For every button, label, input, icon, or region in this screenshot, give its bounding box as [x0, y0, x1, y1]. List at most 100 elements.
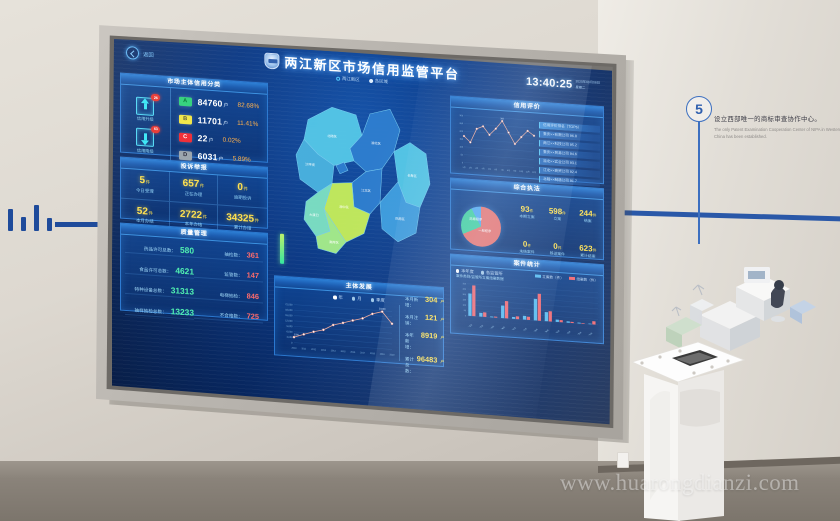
svg-text:15,000: 15,000: [285, 314, 293, 318]
legend-dot-icon: [368, 78, 373, 84]
svg-text:5月: 5月: [488, 167, 491, 171]
quality-value: 580: [180, 244, 194, 256]
police-emblem-icon: [264, 52, 280, 70]
quality-right-column: 抽检数： 361 监管数： 147 电梯抽检： 846 不合格数： 725: [194, 242, 263, 329]
callout-stem: [698, 122, 700, 244]
complaints-panel: 投诉举报 5件 今日受理 657件 正在办理 0件 逾期投诉 52件 本月办结 2722件 本年办…: [120, 156, 268, 236]
back-button-label: 返回: [143, 51, 154, 59]
enforcement-unit: 件: [527, 243, 532, 249]
quality-panel: 质量管理 药品许可总数： 580 食品许可总数： 4621 特种设备总数： 31313 抽样…: [120, 222, 268, 324]
map-legend-item-1[interactable]: 各区域: [368, 78, 388, 85]
clock-date: 2020年09月08日 星期二: [575, 79, 600, 93]
enforcement-cell: 598件 立案: [542, 196, 572, 233]
credit-grade-badge: C: [178, 132, 192, 143]
svg-text:250: 250: [460, 123, 464, 125]
svg-text:300: 300: [460, 115, 464, 117]
quality-row: 监管数： 147: [194, 266, 263, 283]
svg-text:0: 0: [291, 341, 293, 344]
svg-text:0: 0: [465, 315, 467, 317]
complaint-value-wrap: 5件: [140, 175, 151, 187]
complaint-value-wrap: 34325件: [226, 212, 259, 225]
svg-text:6,000: 6,000: [287, 330, 294, 333]
svg-text:2012: 2012: [311, 349, 317, 351]
map-scale-bar: [280, 233, 284, 264]
enforcement-label: 移送案件: [549, 251, 565, 257]
quality-row: 不合格数： 725: [194, 307, 263, 324]
quality-left-column: 药品许可总数： 580 食品许可总数： 4621 特种设备总数： 31313 抽样抽检总数：…: [125, 237, 194, 324]
wall-callout: 5 设立西部唯一的商标审查协作中心。 The only Patent Exami…: [686, 96, 840, 244]
development-stat-unit: 户: [440, 298, 445, 304]
quality-label: 监管数：: [224, 272, 243, 279]
clock-date-line2: 星期二: [575, 85, 586, 90]
development-stat-value: 121: [425, 312, 438, 323]
svg-text:21500: 21500: [379, 307, 386, 311]
development-stat-row: 本月注销： 121 户: [405, 311, 444, 329]
back-arrow-icon[interactable]: [126, 45, 139, 60]
enforcement-unit: 件: [529, 209, 534, 214]
district-map-svg[interactable]: 北碚区 渝北区 长寿区 巴南区 江北区 沙坪坝 渝中区 大渡口 南岸区: [274, 81, 444, 283]
pie-slice-label: 一般程序: [478, 228, 492, 234]
credit-grade-percent: 0.02%: [222, 136, 241, 145]
wall-bar-decoration: [8, 205, 60, 231]
quality-row: 特种设备总数： 31313: [125, 282, 194, 299]
development-stat-label: 累计总数：: [405, 355, 414, 374]
quality-label: 药品许可总数：: [143, 246, 177, 254]
credit-change-icons: 26 信用升级 63 信用降级: [121, 84, 171, 167]
quality-value: 4621: [175, 265, 194, 277]
map-label-dadukou: 大渡口: [309, 212, 319, 218]
svg-text:价格类: 价格类: [532, 327, 539, 334]
svg-text:6月: 6月: [494, 167, 497, 171]
map-label-yuzhong: 渝中区: [339, 204, 349, 210]
quality-row: 电梯抽检： 846: [194, 287, 263, 304]
complaint-cell: 657件 正在办理: [169, 172, 219, 206]
enforcement-value-wrap: 0件: [523, 240, 531, 250]
svg-text:150: 150: [463, 299, 467, 301]
development-body: 年月季度 0 3,000 6,000 9,000 12,000 15,000 18,000 2…: [275, 287, 445, 373]
development-stats: 本月新增： 304 户本月注销： 121 户本年新增： 8919 户累计总数： 96483 户: [399, 294, 445, 373]
quality-value: 846: [246, 291, 259, 301]
back-button[interactable]: 返回: [126, 45, 154, 61]
svg-text:9月: 9月: [513, 168, 516, 172]
quality-label: 特种设备总数：: [134, 286, 167, 295]
svg-text:150: 150: [460, 139, 464, 141]
development-stat-row: 本年新增： 8919 户: [405, 329, 444, 353]
credit-grade-unit: 户: [223, 120, 229, 128]
legend-swatch: [568, 276, 575, 281]
credit-rating-list[interactable]: 信用评价排名（TOP6） 重庆××有限公司 96.8 两江××科技公司 95.2 重庆…: [536, 113, 603, 194]
map-legend-item-0[interactable]: 两江新区: [336, 76, 360, 84]
credit-grade-badge: D: [178, 150, 192, 161]
credit-grade-percent: 11.41%: [237, 119, 259, 128]
svg-text:100: 100: [460, 146, 464, 148]
toggle-dot-icon: [370, 298, 375, 302]
credit-downgrade-icon-group[interactable]: 63 信用降级: [136, 125, 161, 155]
district-map[interactable]: 北碚区 渝北区 长寿区 巴南区 江北区 沙坪坝 渝中区 大渡口 南岸区: [274, 81, 444, 283]
development-stat-row: 本月新增： 304 户: [405, 293, 444, 311]
enforcement-panel: 综合执法 一般程序 简易程序 93件 本期立案 598件 立案 244件 结案 0件 未结案件 0…: [450, 177, 604, 261]
complaint-value: 2722: [179, 208, 203, 222]
svg-text:2017: 2017: [360, 352, 366, 354]
quality-row: 药品许可总数： 580: [125, 241, 194, 258]
wall-line-left: [55, 222, 125, 227]
complaint-label: 逾期投诉: [233, 194, 252, 201]
enforcement-unit: 件: [592, 213, 597, 218]
map-label-yubei: 渝北区: [371, 140, 381, 146]
quality-label: 电梯抽检：: [219, 292, 243, 299]
complaint-unit: 件: [254, 217, 260, 223]
svg-text:7月: 7月: [501, 168, 504, 172]
toggle-dot-icon: [333, 295, 337, 300]
enforcement-value: 93: [520, 204, 530, 215]
clock: 13:40:25 2020年09月08日 星期二: [526, 76, 600, 93]
credit-upgrade-icon-group[interactable]: 26 信用升级: [136, 93, 161, 123]
credit-grade-count: 22: [197, 132, 208, 144]
svg-text:100: 100: [463, 305, 467, 307]
svg-text:2015: 2015: [341, 351, 347, 353]
illustration-svg: [666, 267, 816, 351]
credit-grade-percent: 82.68%: [237, 101, 260, 110]
callout-number: 5: [686, 96, 712, 122]
complaint-value: 52: [136, 205, 148, 218]
svg-text:商标类: 商标类: [510, 326, 517, 333]
svg-text:300: 300: [463, 283, 467, 285]
enforcement-value-wrap: 93件: [521, 204, 534, 214]
case-stats-chart: 0 50 100 150 200 250 300 食品类 药品类 特设类 质量类 商标类 广告类 价格类计…: [455, 280, 599, 338]
